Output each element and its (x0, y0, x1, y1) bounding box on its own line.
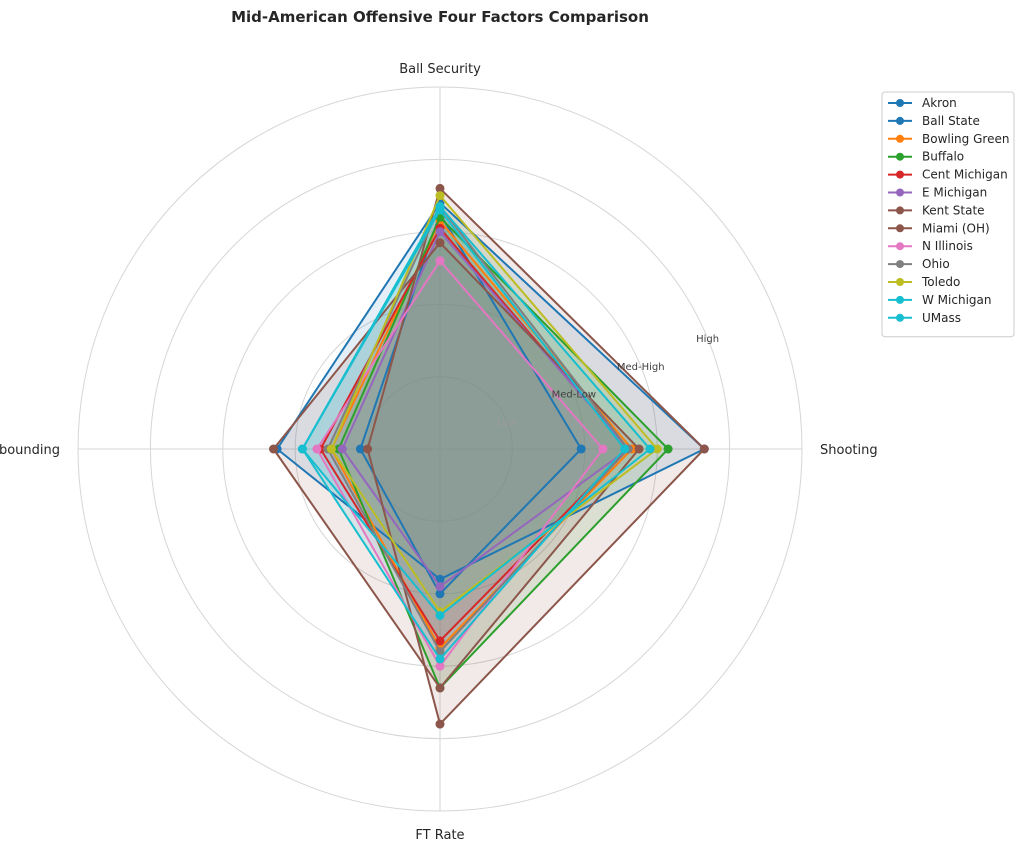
legend-label-ohio: Ohio (922, 257, 950, 271)
legend-item-ohio: Ohio (888, 257, 950, 271)
series-lines (269, 183, 709, 729)
series-miami-oh (363, 183, 709, 729)
ring-labels: Low Med-Low Med-High High (497, 334, 719, 428)
legend-swatch-marker-kent-state (896, 206, 904, 215)
legend-item-bowling-green: Bowling Green (888, 132, 1009, 146)
legend-label-umass: UMass (922, 311, 961, 325)
point-umass-ball-security (435, 205, 445, 215)
legend-item-umass: UMass (888, 311, 961, 325)
series-kent-state (269, 238, 644, 693)
legend-label-e-michigan: E Michigan (922, 186, 987, 200)
legend-swatch-marker-cent-michigan (896, 170, 904, 179)
point-cent-michigan-ft-rate (435, 636, 445, 646)
ring-label-high: High (696, 334, 719, 345)
ring-label-med-high: Med-High (617, 362, 665, 373)
point-miami-oh-ball-security (435, 183, 445, 193)
legend-swatch-marker-umass (896, 313, 904, 322)
legend-item-w-michigan: W Michigan (888, 293, 991, 307)
point-kent-state-ft-rate (435, 683, 445, 693)
series-fill-bowling-green (331, 220, 632, 649)
point-umass-off-rebounding (297, 444, 307, 454)
ring-label-med-low: Med-Low (552, 390, 596, 401)
point-akron-ft-rate (435, 574, 445, 584)
point-w-michigan-shooting (645, 444, 655, 454)
point-ball-state-shooting (576, 444, 586, 454)
legend-swatch-marker-toledo (896, 278, 904, 286)
point-umass-shooting (620, 444, 630, 454)
point-w-michigan-ft-rate (435, 611, 445, 620)
series-fill-umass (302, 210, 625, 659)
point-e-michigan-ball-security (435, 227, 445, 237)
series-fill-buffalo (338, 217, 669, 688)
legend-label-ball-state: Ball State (922, 114, 980, 128)
legend-swatch-marker-w-michigan (896, 295, 904, 304)
legend-swatch-marker-akron (896, 99, 904, 107)
legend-item-e-michigan: E Michigan (888, 186, 987, 200)
legend-swatch-marker-ohio (896, 260, 904, 269)
series-fill-ball-state (360, 213, 582, 594)
legend-swatch-marker-e-michigan (896, 188, 904, 197)
legend-item-ball-state: Ball State (888, 114, 980, 128)
point-miami-oh-off-rebounding (363, 444, 373, 454)
legend-swatch-marker-bowling-green (896, 134, 904, 143)
legend-label-toledo: Toledo (921, 275, 960, 289)
point-miami-oh-ft-rate (435, 719, 445, 729)
legend-label-cent-michigan: Cent Michigan (922, 168, 1008, 182)
legend-label-buffalo: Buffalo (922, 150, 964, 164)
legend-box (881, 91, 1015, 338)
legend-swatch-marker-n-illinois (896, 242, 904, 251)
axis-label-ft-rate: FT Rate (415, 828, 464, 843)
legend-label-miami-oh: Miami (OH) (922, 221, 990, 235)
legend-swatch-marker-ball-state (896, 116, 904, 125)
legend-label-n-illinois: N Illinois (922, 239, 973, 253)
point-ball-state-off-rebounding (355, 444, 365, 454)
legend-label-kent-state: Kent State (922, 203, 985, 217)
point-buffalo-shooting (663, 444, 673, 454)
series-fill-w-michigan (302, 206, 650, 616)
series-umass (297, 205, 630, 664)
legend-item-buffalo: Buffalo (888, 150, 964, 164)
legend-item-miami-oh: Miami (OH) (888, 221, 990, 235)
axis-label-off-rebounding: Off Rebounding (0, 443, 60, 458)
point-ball-state-ft-rate (435, 589, 445, 599)
point-umass-ft-rate (435, 654, 445, 664)
legend-item-akron: Akron (888, 96, 957, 110)
point-toledo-off-rebounding (326, 444, 336, 454)
legend-swatch-marker-buffalo (896, 152, 904, 161)
legend-swatch-marker-miami-oh (896, 224, 904, 233)
legend-item-toledo: Toledo (888, 275, 960, 289)
ring-label-low: Low (497, 417, 517, 428)
point-miami-oh-shooting (699, 444, 709, 454)
point-e-michigan-ft-rate (435, 582, 445, 592)
point-n-illinois-ft-rate (435, 661, 445, 671)
point-toledo-ball-security (435, 191, 445, 201)
series-fill-e-michigan (342, 231, 629, 587)
axis-labels: Shooting Ball Security Off Rebounding FT Ra… (0, 62, 878, 843)
legend-label-w-michigan: W Michigan (922, 293, 991, 307)
point-toledo-shooting (652, 444, 662, 454)
legend-item-kent-state: Kent State (888, 203, 985, 217)
series-fill-kent-state (273, 242, 640, 688)
series-fill-miami-oh (367, 188, 705, 725)
legend-label-akron: Akron (922, 96, 957, 110)
point-n-illinois-off-rebounding (312, 444, 322, 454)
legend-item-n-illinois: N Illinois (888, 239, 973, 253)
axis-label-shooting: Shooting (820, 443, 878, 458)
point-n-illinois-ball-security (435, 256, 445, 266)
point-kent-state-ball-security (435, 238, 445, 248)
legend-label-bowling-green: Bowling Green (922, 132, 1009, 146)
legend: Akron Ball State Bowling Green Buffalo Cent … (881, 91, 1015, 338)
axis-label-ball-security: Ball Security (399, 62, 481, 77)
point-kent-state-shooting (634, 444, 644, 454)
series-fill-cent-michigan (320, 228, 629, 641)
point-e-michigan-off-rebounding (337, 444, 347, 454)
point-kent-state-off-rebounding (269, 444, 278, 454)
legend-item-cent-michigan: Cent Michigan (888, 168, 1008, 182)
chart-title: Mid-American Offensive Four Factors Comp… (231, 8, 649, 26)
point-n-illinois-shooting (598, 444, 608, 454)
